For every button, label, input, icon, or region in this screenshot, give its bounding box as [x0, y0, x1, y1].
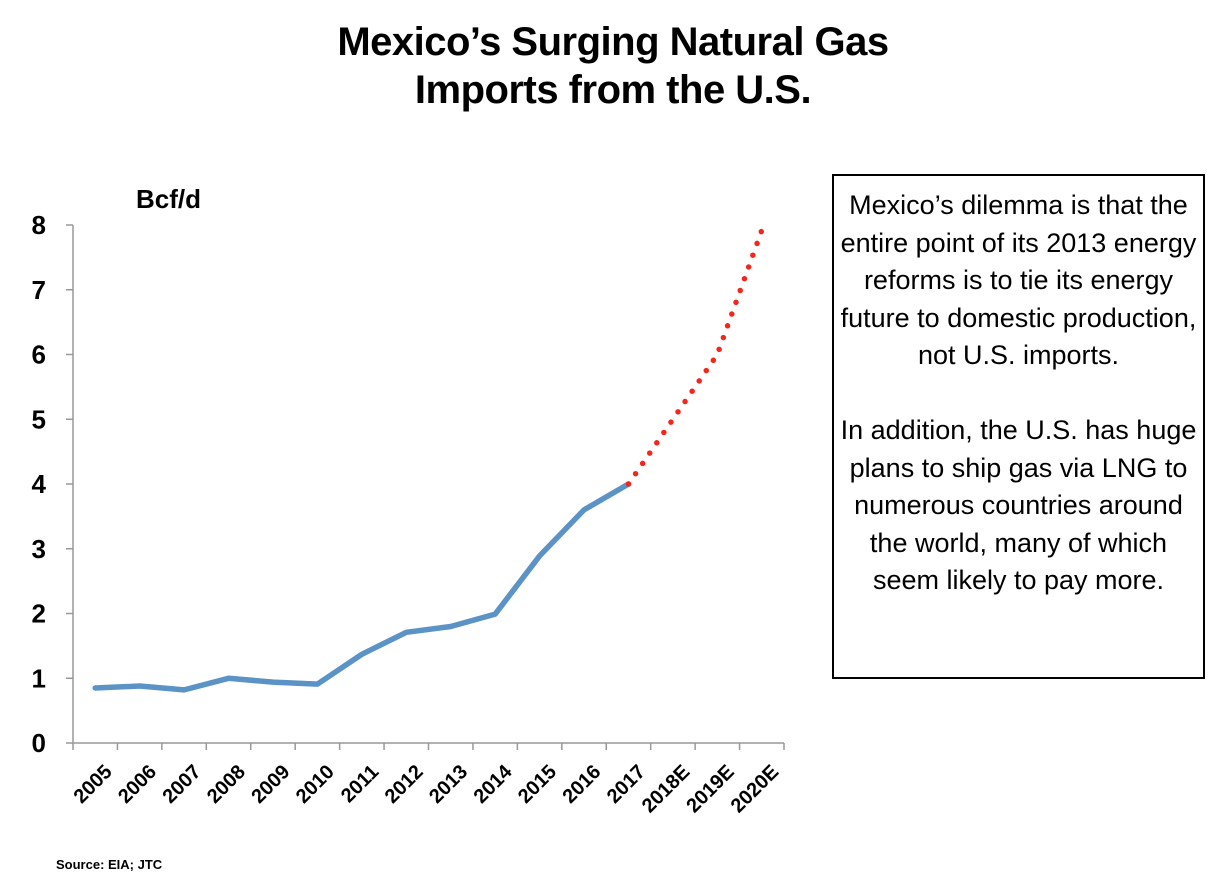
x-tick-label: 2019E	[682, 761, 738, 817]
y-tick-label: 3	[32, 534, 46, 564]
commentary-paragraph-1: Mexico’s dilemma is that the entire poin…	[840, 190, 1197, 370]
x-tick-label: 2011	[337, 761, 383, 807]
x-tick-label: 2006	[114, 761, 161, 808]
x-tick-label: 2012	[381, 761, 428, 808]
x-tick-label: 2005	[70, 761, 117, 808]
commentary-box: Mexico’s dilemma is that the entire poin…	[832, 174, 1205, 679]
x-tick-label: 2010	[292, 761, 339, 808]
x-tick-label: 2016	[558, 761, 605, 808]
series-line-actual	[92, 481, 632, 693]
x-tick-label: 2015	[514, 761, 561, 808]
y-tick-label: 1	[32, 663, 46, 693]
y-tick-label: 4	[32, 469, 47, 499]
x-tick-label: 2014	[470, 760, 518, 808]
y-tick-label: 5	[32, 404, 46, 434]
y-tick-label: 6	[32, 340, 46, 370]
y-tick-label: 2	[32, 599, 46, 629]
title-line-2: Imports from the U.S.	[414, 68, 812, 112]
x-tick-label: 2007	[159, 761, 206, 808]
x-tick-label: 2020E	[727, 761, 783, 817]
chart-title: Mexico’s Surging Natural Gas Imports fro…	[0, 18, 1226, 114]
y-axis-unit-label: Bcf/d	[136, 184, 201, 214]
commentary-paragraph-2: In addition, the U.S. has huge plans to …	[840, 415, 1197, 595]
y-tick-label: 8	[32, 210, 46, 240]
series-line-estimate	[625, 227, 765, 487]
y-tick-label: 0	[32, 728, 46, 758]
x-tick-label: 2018E	[638, 761, 694, 817]
x-tick-label: 2009	[247, 761, 294, 808]
source-note: Source: EIA; JTC	[56, 857, 163, 872]
y-tick-label: 7	[32, 275, 46, 305]
x-tick-label: 2013	[425, 761, 472, 808]
x-tick-label: 2008	[203, 761, 250, 808]
title-line-1: Mexico’s Surging Natural Gas	[337, 20, 889, 64]
